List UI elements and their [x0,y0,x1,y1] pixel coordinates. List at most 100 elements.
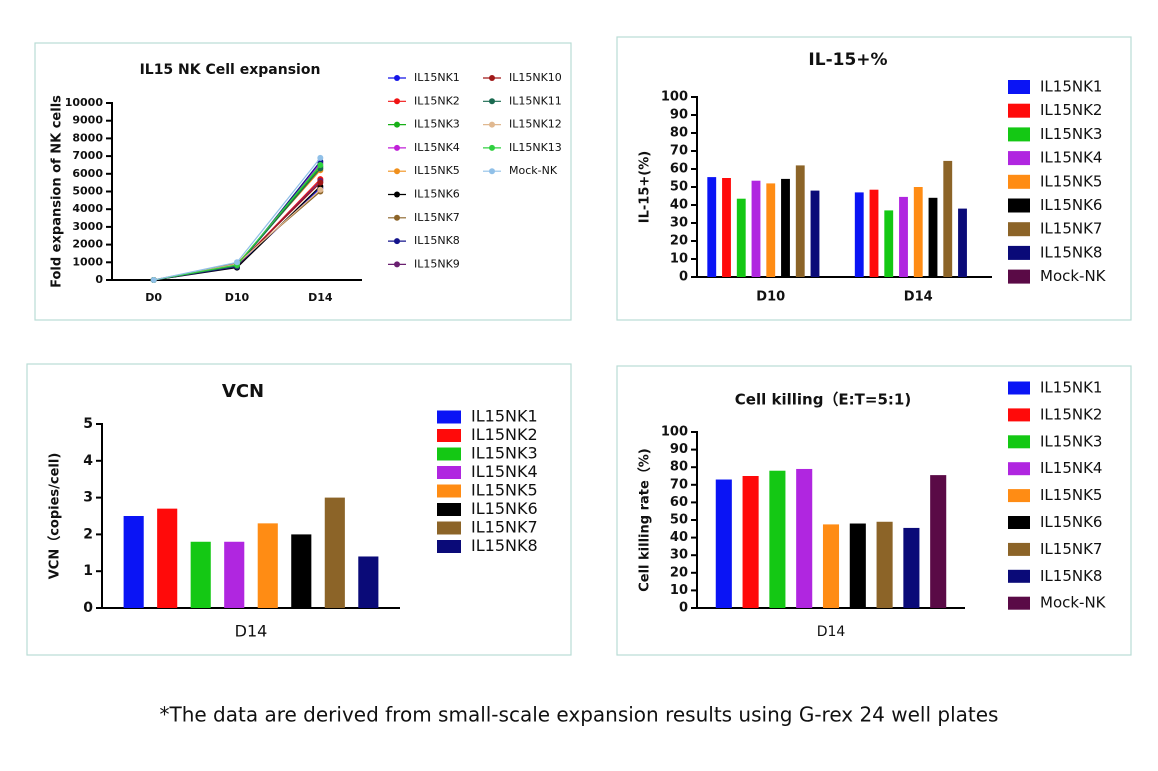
legend-swatch [437,503,461,516]
legend-label: IL15NK5 [471,481,538,500]
panel [616,365,1132,656]
legend-label: IL15NK2 [414,94,460,107]
y-tick-label: 2000 [72,238,103,251]
legend-label: IL15NK6 [414,188,460,201]
legend-marker [394,75,400,81]
legend-label: IL15NK6 [1040,513,1102,531]
bar [257,523,278,608]
legend-label: IL15NK8 [1040,243,1102,261]
legend-label: IL15NK1 [471,407,538,426]
x-tick-label: D10 [756,290,785,305]
legend-marker [394,98,400,105]
legend-label: IL15NK7 [1040,540,1102,558]
legend-label: IL15NK2 [471,425,538,444]
legend-swatch [1008,489,1030,503]
bar [822,524,840,608]
legend-label: IL15NK1 [1040,379,1102,397]
legend-marker [489,75,495,81]
y-tick-label: 70 [670,477,688,492]
bar [869,189,879,277]
y-tick-label: 6000 [72,167,103,180]
y-tick-label: 80 [670,460,688,475]
legend-label: IL15NK1 [1040,78,1102,96]
legend-swatch [437,466,461,479]
legend-label: IL15NK3 [1040,125,1102,143]
legend-label: IL15NK13 [509,141,562,154]
legend-swatch [437,521,461,535]
legend-swatch [1008,516,1030,529]
legend-swatch [437,410,461,424]
bar [899,196,908,277]
legend-marker [394,121,400,128]
legend-marker [394,214,400,221]
bar [795,165,805,277]
legend-swatch [1008,127,1030,142]
legend-label: IL15NK12 [509,118,562,131]
bar [324,497,345,608]
y-tick-label: 100 [661,90,688,105]
bar [751,180,761,277]
legend-label: IL15NK9 [414,257,460,270]
chart-title: IL-15+% [808,50,887,70]
y-tick-label: 50 [670,513,688,528]
x-tick-label: D14 [817,624,846,640]
y-tick-label: 40 [670,198,688,213]
bar [943,160,953,277]
legend-label: IL15NK4 [1040,149,1102,167]
bar [810,190,820,277]
legend-marker [394,261,400,268]
legend-swatch [437,540,461,553]
bar [190,541,211,608]
legend-marker [394,168,400,175]
y-tick-label: 0 [679,601,688,616]
legend-label: IL15NK10 [509,71,562,84]
y-tick-label: 10 [670,252,688,267]
y-tick-label: 30 [670,216,688,231]
legend-label: IL15NK6 [1040,196,1102,214]
bar [930,475,947,608]
bar [781,178,790,277]
legend-label: IL15NK8 [414,234,460,247]
bar [224,541,245,608]
legend-label: Mock-NK [1040,267,1107,285]
data-point [317,161,324,168]
legend-label: IL15NK7 [414,211,460,224]
y-tick-label: 1 [83,563,93,579]
x-tick-label: D0 [145,291,162,304]
chart-title: VCN [222,381,264,402]
bar [913,187,923,277]
bar [742,476,759,608]
bar [884,210,894,277]
chart-title: IL15 NK Cell expansion [140,62,321,78]
y-tick-label: 60 [670,495,688,510]
y-tick-label: 20 [670,565,688,580]
legend-label: IL15NK5 [1040,172,1102,190]
legend-label: IL15NK4 [1040,459,1102,477]
y-tick-label: 70 [670,144,688,159]
legend-marker [489,144,495,151]
bar [903,527,920,608]
legend-label: IL15NK6 [471,499,538,518]
y-axis-label: IL-15+(%) [638,151,653,223]
legend-marker [394,191,400,198]
legend-label: IL15NK3 [1040,432,1102,450]
bar [849,523,866,608]
legend-label: IL15NK2 [1040,405,1102,423]
bar [123,516,144,608]
y-axis-label: Fold expansion of NK cells [50,95,65,288]
legend-label: IL15NK7 [1040,220,1102,238]
y-tick-label: 8000 [72,131,103,144]
legend-label: Mock-NK [509,164,558,177]
y-tick-label: 30 [670,548,688,563]
y-tick-label: 3 [83,490,93,506]
legend-swatch [437,447,461,461]
legend-swatch [1008,222,1030,237]
x-tick-label: D14 [235,622,268,641]
legend-swatch [1008,408,1030,422]
y-tick-label: 40 [670,530,688,545]
y-tick-label: 5000 [72,185,103,198]
bar [722,178,731,277]
legend-label: IL15NK4 [414,141,460,154]
bar [707,177,717,277]
legend-swatch [1008,198,1030,213]
